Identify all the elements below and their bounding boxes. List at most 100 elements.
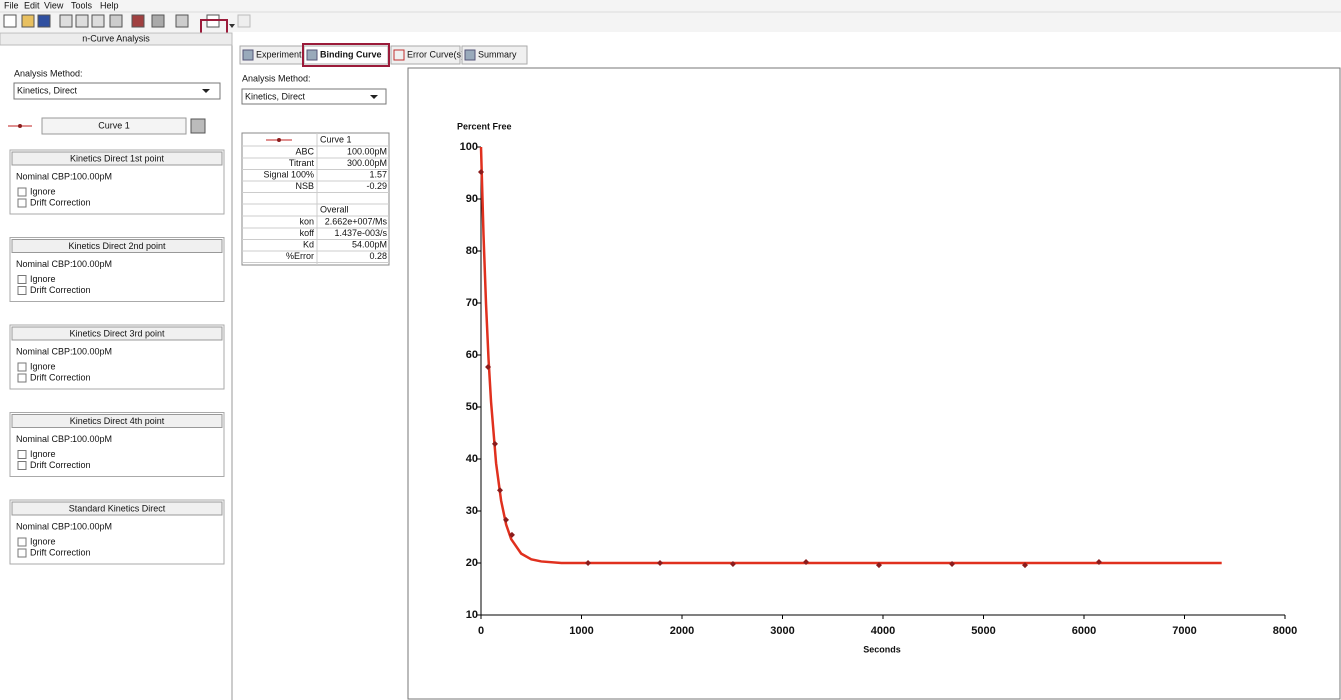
table-header: Curve 1: [320, 134, 352, 144]
table-label: kon: [299, 216, 314, 226]
checkbox-label[interactable]: Drift Correction: [30, 372, 91, 382]
data-point: [875, 562, 882, 569]
group-box: [9, 149, 225, 215]
checkbox-label[interactable]: Ignore: [30, 361, 56, 371]
y-tick-label: 40: [466, 453, 478, 465]
nominal-value: 100.00pM: [72, 434, 112, 444]
data-point: [508, 531, 515, 538]
dropdown-arrow[interactable]: [202, 89, 210, 93]
tab-label[interactable]: Experiment: [256, 49, 302, 59]
data-point: [803, 558, 810, 565]
table-value: 0.28: [369, 251, 387, 261]
x-axis-label: Seconds: [863, 644, 901, 654]
y-tick-label: 100: [460, 141, 478, 153]
curve-icon[interactable]: [190, 118, 206, 134]
nominal-value: 100.00pM: [72, 346, 112, 356]
y-tick-label: 50: [466, 401, 478, 413]
table-label: ABC: [295, 146, 314, 156]
checkbox[interactable]: [17, 461, 27, 470]
tool-button[interactable]: [3, 14, 17, 28]
checkbox-label[interactable]: Drift Correction: [30, 547, 91, 557]
method-dropdown[interactable]: [241, 88, 387, 105]
group-title: Kinetics Direct 1st point: [70, 153, 165, 163]
tool-button[interactable]: [131, 14, 145, 28]
tab-icon: [242, 49, 254, 61]
checkbox[interactable]: [17, 537, 27, 547]
tab-label[interactable]: Binding Curve: [320, 49, 382, 59]
data-point: [1095, 558, 1102, 565]
x-tick-label: 6000: [1072, 625, 1096, 637]
checkbox-label[interactable]: Drift Correction: [30, 460, 91, 470]
curve-name[interactable]: Curve 1: [98, 120, 130, 130]
nominal-label: Nominal CBP:: [16, 434, 73, 444]
tool-button[interactable]: [37, 14, 51, 28]
checkbox-label[interactable]: Ignore: [30, 449, 56, 459]
curve-legend-dot: [18, 124, 22, 128]
data-point: [729, 561, 736, 568]
data-point: [485, 363, 492, 370]
checkbox[interactable]: [17, 286, 27, 295]
method-label: Analysis Method:: [14, 68, 83, 78]
checkbox[interactable]: [17, 362, 27, 372]
checkbox[interactable]: [17, 548, 27, 558]
table-value: 100.00pM: [347, 146, 387, 156]
tab[interactable]: [390, 45, 461, 65]
checkbox-label[interactable]: Ignore: [30, 536, 56, 546]
tool-button[interactable]: [175, 14, 189, 28]
tool-button[interactable]: [109, 14, 123, 28]
nominal-label: Nominal CBP:: [16, 171, 73, 181]
checkbox[interactable]: [17, 275, 27, 284]
tab[interactable]: [461, 45, 528, 65]
checkbox[interactable]: [17, 198, 27, 208]
nominal-value: 100.00pM: [72, 259, 112, 269]
checkbox[interactable]: [17, 187, 27, 197]
data-point: [496, 487, 503, 494]
x-tick-label: 4000: [871, 625, 895, 637]
checkbox[interactable]: [17, 450, 27, 459]
tab-label[interactable]: Summary: [478, 49, 517, 59]
y-tick-label: 80: [466, 245, 478, 257]
table-value: 2.662e+007/Ms: [325, 216, 388, 226]
checkbox-label[interactable]: Ignore: [30, 186, 56, 196]
checkbox-label[interactable]: Drift Correction: [30, 197, 91, 207]
nominal-label: Nominal CBP:: [16, 346, 73, 356]
data-point: [503, 516, 510, 523]
menu-item[interactable]: Edit: [24, 0, 40, 10]
curve-button[interactable]: [41, 117, 187, 135]
group-header: [11, 501, 223, 516]
tab-icon: [306, 49, 318, 61]
x-tick-label: 3000: [770, 625, 794, 637]
method-value: Kinetics, Direct: [245, 91, 306, 101]
tool-button[interactable]: [21, 14, 35, 28]
tool-button[interactable]: [75, 14, 89, 28]
tool-button[interactable]: [237, 14, 251, 28]
tool-button[interactable]: [91, 14, 105, 28]
x-tick-label: 7000: [1172, 625, 1196, 637]
checkbox-label[interactable]: Drift Correction: [30, 285, 91, 295]
group-header: [11, 151, 223, 166]
tool-button[interactable]: [59, 14, 73, 28]
table-value: -0.29: [366, 181, 387, 191]
checkbox-label[interactable]: Ignore: [30, 274, 56, 284]
tab-icon: [393, 49, 405, 61]
menu-item[interactable]: View: [44, 0, 64, 10]
checkbox[interactable]: [17, 373, 27, 383]
dropdown-arrow[interactable]: [229, 24, 235, 28]
table-label: Kd: [303, 239, 314, 249]
nominal-label: Nominal CBP:: [16, 259, 73, 269]
tab-label[interactable]: Error Curve(s): [407, 49, 464, 59]
table-section: Overall: [320, 204, 349, 214]
menu-item[interactable]: File: [4, 0, 19, 10]
method-value: Kinetics, Direct: [17, 85, 78, 95]
menu-item[interactable]: Tools: [71, 0, 93, 10]
y-tick-label: 60: [466, 349, 478, 361]
menu-item[interactable]: Help: [100, 0, 119, 10]
tool-button[interactable]: [151, 14, 165, 28]
y-tick-label: 90: [466, 193, 478, 205]
chart-frame: [407, 67, 1341, 700]
group-title: Kinetics Direct 3rd point: [69, 328, 165, 338]
y-tick-label: 10: [466, 609, 478, 621]
method-dropdown[interactable]: [13, 82, 221, 100]
dropdown-arrow[interactable]: [370, 95, 378, 99]
